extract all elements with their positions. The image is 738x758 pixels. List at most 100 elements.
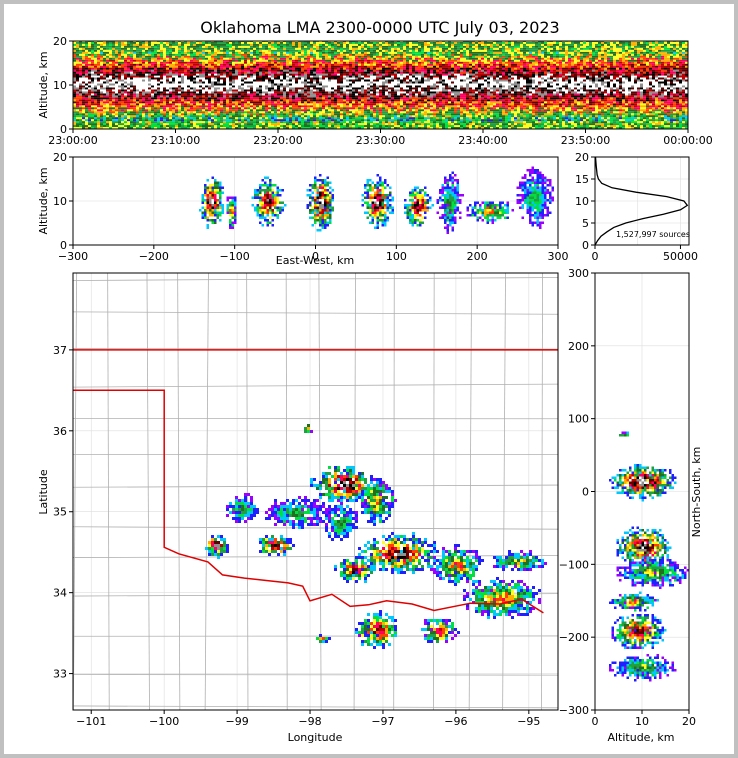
time-height-source-pixel <box>196 75 199 78</box>
time-height-source-pixel <box>241 123 244 126</box>
time-height-source-pixel <box>301 53 304 56</box>
time-height-source-pixel <box>370 111 373 114</box>
time-height-source-pixel <box>205 63 208 66</box>
time-height-source-pixel <box>178 115 181 118</box>
time-height-source-pixel <box>253 79 256 82</box>
time-height-source-pixel <box>214 93 217 96</box>
time-height-source-pixel <box>271 123 274 126</box>
time-height-source-pixel <box>172 63 175 66</box>
time-height-source-pixel <box>193 61 196 64</box>
time-height-source-pixel <box>289 89 292 92</box>
time-height-source-pixel <box>244 79 247 82</box>
time-height-source-pixel <box>103 95 106 98</box>
time-height-source-pixel <box>337 87 340 90</box>
time-height-source-pixel <box>193 41 196 44</box>
time-height-source-pixel <box>106 115 109 118</box>
time-height-source-pixel <box>382 111 385 114</box>
time-height-source-pixel <box>232 75 235 78</box>
time-height-source-pixel <box>136 87 139 90</box>
time-height-source-pixel <box>280 83 283 86</box>
time-height-source-pixel <box>253 81 256 84</box>
time-height-source-pixel <box>169 127 172 129</box>
time-height-source-pixel <box>154 107 157 110</box>
time-height-source-pixel <box>256 83 259 86</box>
time-height-source-pixel <box>364 75 367 78</box>
time-height-source-pixel <box>391 53 394 56</box>
time-height-source-pixel <box>310 117 313 120</box>
time-height-source-pixel <box>394 93 397 96</box>
time-height-source-pixel <box>226 53 229 56</box>
time-height-source-pixel <box>226 113 229 116</box>
time-height-source-pixel <box>85 93 88 96</box>
time-height-source-pixel <box>154 57 157 60</box>
time-height-source-pixel <box>148 119 151 122</box>
time-height-source-pixel <box>256 41 259 44</box>
time-height-source-pixel <box>214 41 217 44</box>
time-height-source-pixel <box>244 111 247 114</box>
time-height-source-pixel <box>109 105 112 108</box>
time-height-source-pixel <box>259 45 262 48</box>
figure-title: Oklahoma LMA 2300-0000 UTC July 03, 2023 <box>200 18 559 37</box>
time-height-source-pixel <box>139 95 142 98</box>
time-height-source-pixel <box>208 89 211 92</box>
time-height-source-pixel <box>316 123 319 126</box>
time-height-source-pixel <box>169 107 172 110</box>
time-height-source-pixel <box>289 101 292 104</box>
time-height-source-pixel <box>82 75 85 78</box>
time-height-source-pixel <box>391 107 394 110</box>
time-height-source-pixel <box>283 75 286 78</box>
time-height-source-pixel <box>94 91 97 94</box>
time-height-source-pixel <box>391 103 394 106</box>
time-height-source-pixel <box>358 101 361 104</box>
time-height-source-pixel <box>316 127 319 129</box>
time-height-source-pixel <box>229 95 232 98</box>
time-height-source-pixel <box>163 99 166 102</box>
time-height-source-pixel <box>178 43 181 46</box>
time-height-source-pixel <box>337 67 340 70</box>
time-height-source-pixel <box>277 119 280 122</box>
time-height-source-pixel <box>175 121 178 124</box>
time-height-source-pixel <box>220 97 223 100</box>
time-height-source-pixel <box>157 109 160 112</box>
time-height-source-pixel <box>256 87 259 90</box>
time-height-source-pixel <box>208 99 211 102</box>
time-height-source-pixel <box>397 81 400 84</box>
time-height-source-pixel <box>298 41 301 44</box>
time-height-source-pixel <box>151 67 154 70</box>
time-height-source-pixel <box>289 47 292 50</box>
time-height-source-pixel <box>364 85 367 88</box>
time-height-source-pixel <box>166 77 169 80</box>
time-height-source-pixel <box>154 101 157 104</box>
time-height-source-pixel <box>259 77 262 80</box>
time-height-source-pixel <box>229 83 232 86</box>
time-height-source-pixel <box>364 115 367 118</box>
time-height-source-pixel <box>295 77 298 80</box>
time-height-source-pixel <box>148 111 151 114</box>
time-height-source-pixel <box>310 115 313 118</box>
time-height-source-pixel <box>178 95 181 98</box>
time-height-source-pixel <box>349 61 352 64</box>
time-height-source-pixel <box>133 49 136 52</box>
time-height-source-pixel <box>277 127 280 129</box>
time-height-source-pixel <box>229 59 232 62</box>
time-height-source-pixel <box>214 117 217 120</box>
time-height-source-pixel <box>403 123 406 126</box>
time-height-source-pixel <box>178 75 181 78</box>
time-height-source-pixel <box>220 103 223 106</box>
time-height-source-pixel <box>352 61 355 64</box>
time-height-source-pixel <box>133 103 136 106</box>
time-height-source-pixel <box>334 75 337 78</box>
time-height-source-pixel <box>184 113 187 116</box>
time-height-source-pixel <box>199 97 202 100</box>
time-height-source-pixel <box>139 65 142 68</box>
time-height-source-pixel <box>130 93 133 96</box>
time-height-source-pixel <box>328 53 331 56</box>
time-height-source-pixel <box>268 57 271 60</box>
time-height-source-pixel <box>307 87 310 90</box>
time-height-source-pixel <box>400 45 403 48</box>
time-height-source-pixel <box>160 67 163 70</box>
time-height-source-pixel <box>388 59 391 62</box>
time-height-source-pixel <box>355 45 358 48</box>
time-height-source-pixel <box>193 71 196 74</box>
time-height-source-pixel <box>190 79 193 82</box>
